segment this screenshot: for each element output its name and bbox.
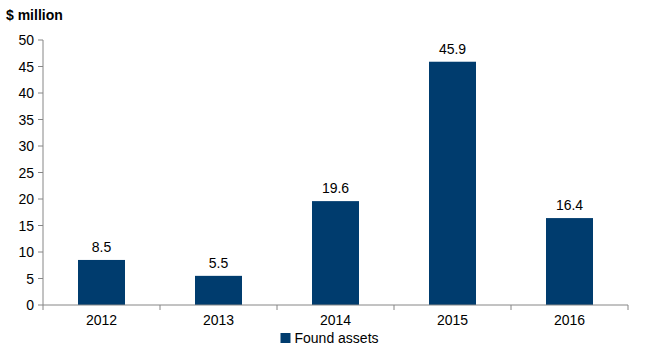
x-tick-label: 2013 [203,312,234,328]
y-axis [43,40,44,305]
y-tick-label: 20 [18,191,34,207]
y-tick [38,40,43,41]
data-label: 16.4 [556,197,583,213]
y-tick [38,225,43,226]
legend-label: Found assets [295,330,379,346]
legend-swatch [281,333,291,343]
x-tick [43,305,44,310]
x-tick [394,305,395,310]
y-tick [38,146,43,147]
y-tick-label: 50 [18,32,34,48]
x-tick [511,305,512,310]
chart-root: $ million 0 5 10 15 20 25 30 35 40 45 50 8.5 5.5 19.6 4… [0,0,651,354]
bar [312,201,359,305]
data-label: 5.5 [209,255,229,271]
data-label: 19.6 [322,180,349,196]
y-tick [38,305,43,306]
bars [78,62,593,305]
y-tick [38,199,43,200]
x-tick [160,305,161,310]
y-tick-label: 25 [18,165,34,181]
data-label: 8.5 [92,239,112,255]
y-tick-label: 5 [26,271,34,287]
y-axis-label: $ million [6,7,63,23]
y-tick-label: 35 [18,112,34,128]
y-tick [38,119,43,120]
y-tick [38,252,43,253]
x-tick-label: 2012 [86,312,117,328]
bar [546,218,593,305]
y-tick [38,278,43,279]
x-tick [277,305,278,310]
x-tick-label: 2014 [320,312,351,328]
y-tick-label: 30 [18,138,34,154]
x-tick [628,305,629,310]
y-tick [38,93,43,94]
y-tick [38,66,43,67]
y-tick-label: 0 [26,297,34,313]
data-label: 45.9 [439,41,466,57]
bar [78,260,125,305]
y-tick [38,172,43,173]
x-axis [43,305,628,306]
chart: $ million 0 5 10 15 20 25 30 35 40 45 50 8.5 5.5 19.6 4… [0,0,651,354]
y-tick-label: 40 [18,85,34,101]
x-tick-label: 2016 [554,312,585,328]
y-tick-label: 45 [18,59,34,75]
x-tick-label: 2015 [437,312,468,328]
bar [429,62,476,305]
y-tick-label: 15 [18,218,34,234]
y-tick-label: 10 [18,244,34,260]
bar [195,276,242,305]
